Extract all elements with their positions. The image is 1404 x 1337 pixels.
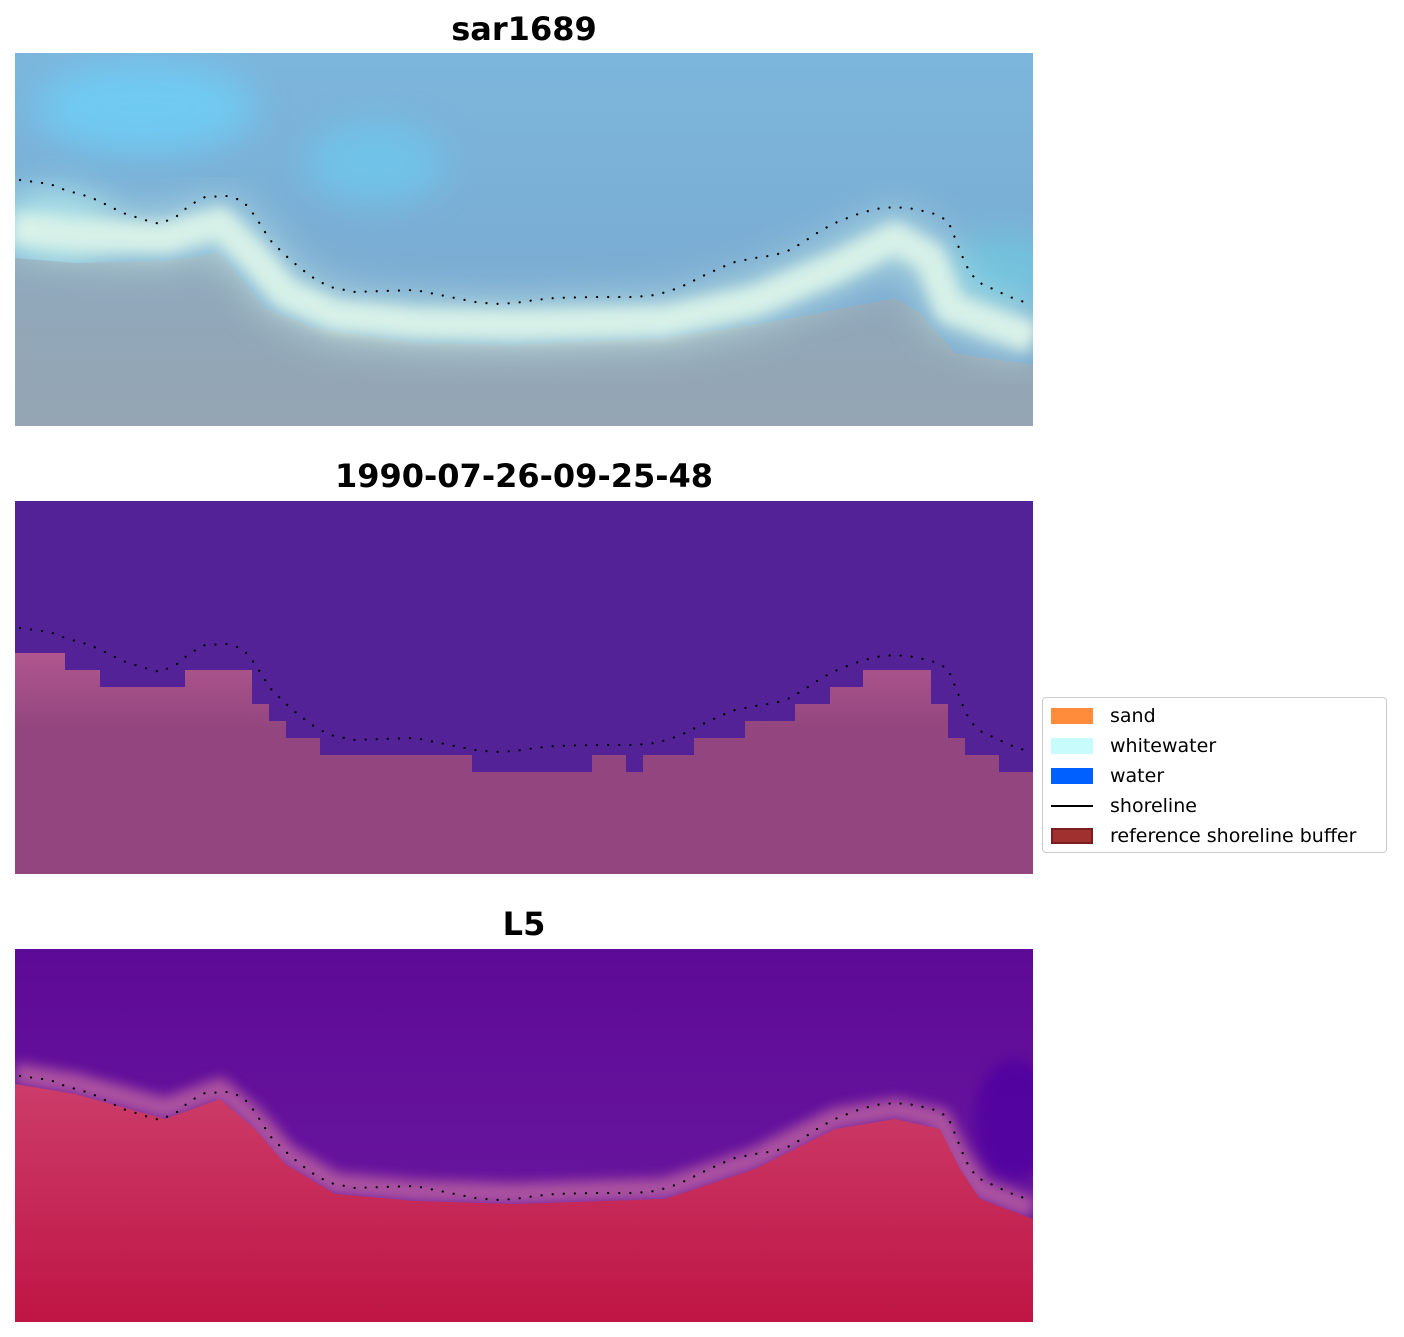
shoreline-dotted-line	[18, 626, 1029, 754]
legend-item-shoreline: shoreline	[1051, 794, 1197, 818]
legend: sand whitewater water shoreline referenc…	[1042, 697, 1387, 853]
index-image-panel	[15, 949, 1033, 1322]
rgb-beach-region	[15, 253, 1033, 426]
legend-label-water: water	[1110, 765, 1165, 787]
rgb-image-panel	[15, 53, 1033, 426]
rgb-bright-water-patch	[35, 63, 255, 153]
legend-label-sand: sand	[1110, 705, 1156, 727]
panel-title-date: 1990-07-26-09-25-48	[334, 457, 714, 495]
panel-title-sensor: L5	[502, 905, 546, 943]
legend-label-whitewater: whitewater	[1110, 735, 1217, 757]
legend-label-shoreline: shoreline	[1110, 795, 1197, 817]
rgb-bright-water-patch-2	[305, 123, 445, 203]
legend-item-sand: sand	[1051, 704, 1156, 728]
water-swatch	[1051, 768, 1093, 784]
legend-item-reference-buffer: reference shoreline buffer	[1051, 824, 1356, 848]
classification-panel	[15, 501, 1033, 874]
reference-buffer-swatch	[1051, 828, 1093, 844]
shoreline-line-swatch	[1051, 805, 1093, 807]
sand-swatch	[1051, 708, 1093, 724]
shoreline-dotted-line	[18, 1074, 1029, 1202]
classified-land-region	[15, 653, 1033, 874]
shoreline-dotted-line	[18, 178, 1029, 306]
legend-item-water: water	[1051, 764, 1164, 788]
panel-title-rgb: sar1689	[451, 10, 597, 48]
index-land-region	[15, 1084, 1033, 1322]
index-dark-water-patch	[975, 1059, 1033, 1179]
legend-label-reference-buffer: reference shoreline buffer	[1110, 825, 1357, 847]
index-transition-band	[15, 1063, 1033, 1220]
legend-item-whitewater: whitewater	[1051, 734, 1216, 758]
rgb-whitewater-glow	[15, 195, 1033, 364]
whitewater-swatch	[1051, 738, 1093, 754]
